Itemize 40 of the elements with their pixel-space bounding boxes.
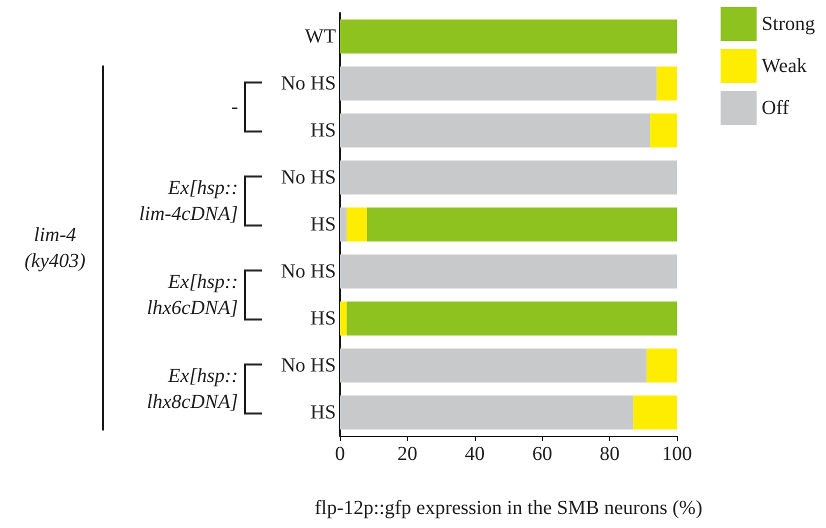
text: - <box>231 95 238 120</box>
y-tick-label: WT <box>304 26 336 48</box>
bar <box>633 396 677 430</box>
bar <box>650 114 677 148</box>
y-tick-label: No HS <box>280 166 336 188</box>
bar <box>340 208 347 242</box>
y-tick-label: HS <box>310 214 336 236</box>
x-tick-label: 80 <box>600 443 620 465</box>
bar <box>346 302 677 336</box>
text: lim-4 (ky403) <box>24 223 86 274</box>
bar <box>340 66 657 100</box>
bar <box>340 20 677 54</box>
y-tick-label: No HS <box>280 354 336 376</box>
text: Ex[hsp:: lhx8cDNA] <box>146 364 238 415</box>
x-tick-label: 40 <box>464 443 485 465</box>
bar <box>646 348 677 382</box>
bar <box>340 348 647 382</box>
x-tick-label: 100 <box>662 443 692 465</box>
x-tick-label: 0 <box>335 443 345 465</box>
x-axis-title: flp-12p::gfp expression in the SMB neurons (%) <box>314 497 702 519</box>
bar <box>656 66 677 100</box>
text: Ex[hsp:: lhx6cDNA] <box>146 270 238 321</box>
y-tick-label: No HS <box>280 260 336 282</box>
legend-label: Strong <box>762 13 816 35</box>
bar <box>340 302 347 336</box>
x-tick-label: 20 <box>397 443 418 465</box>
text: Ex[hsp:: lim-4cDNA] <box>139 176 238 227</box>
y-tick-label: No HS <box>280 72 336 94</box>
y-tick-label: HS <box>310 120 336 142</box>
x-tick-label: 60 <box>532 443 552 465</box>
bar <box>346 208 367 242</box>
legend-label: Off <box>762 97 790 119</box>
y-tick-label: HS <box>310 402 336 424</box>
legend-label: Weak <box>762 55 807 77</box>
bar <box>340 396 634 430</box>
bar <box>340 254 677 288</box>
y-tick-label: HS <box>310 308 336 330</box>
bar <box>366 208 677 242</box>
bar <box>340 114 650 148</box>
bar <box>340 160 677 194</box>
